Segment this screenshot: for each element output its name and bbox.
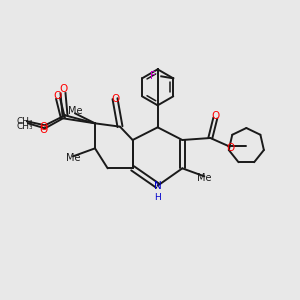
Text: Me: Me [66, 153, 80, 163]
Text: CH₃: CH₃ [17, 117, 33, 126]
Text: Me: Me [197, 173, 212, 183]
Text: Me: Me [68, 106, 82, 116]
Text: H: H [154, 193, 161, 202]
Text: N: N [154, 181, 161, 191]
Text: O: O [39, 125, 47, 135]
Text: O: O [226, 143, 235, 153]
Text: O: O [111, 94, 119, 104]
Text: O: O [39, 122, 47, 132]
Text: F: F [150, 71, 156, 81]
Text: O: O [211, 111, 220, 121]
Text: O: O [59, 84, 67, 94]
Text: O: O [54, 91, 62, 101]
Text: CH₃: CH₃ [17, 122, 33, 131]
